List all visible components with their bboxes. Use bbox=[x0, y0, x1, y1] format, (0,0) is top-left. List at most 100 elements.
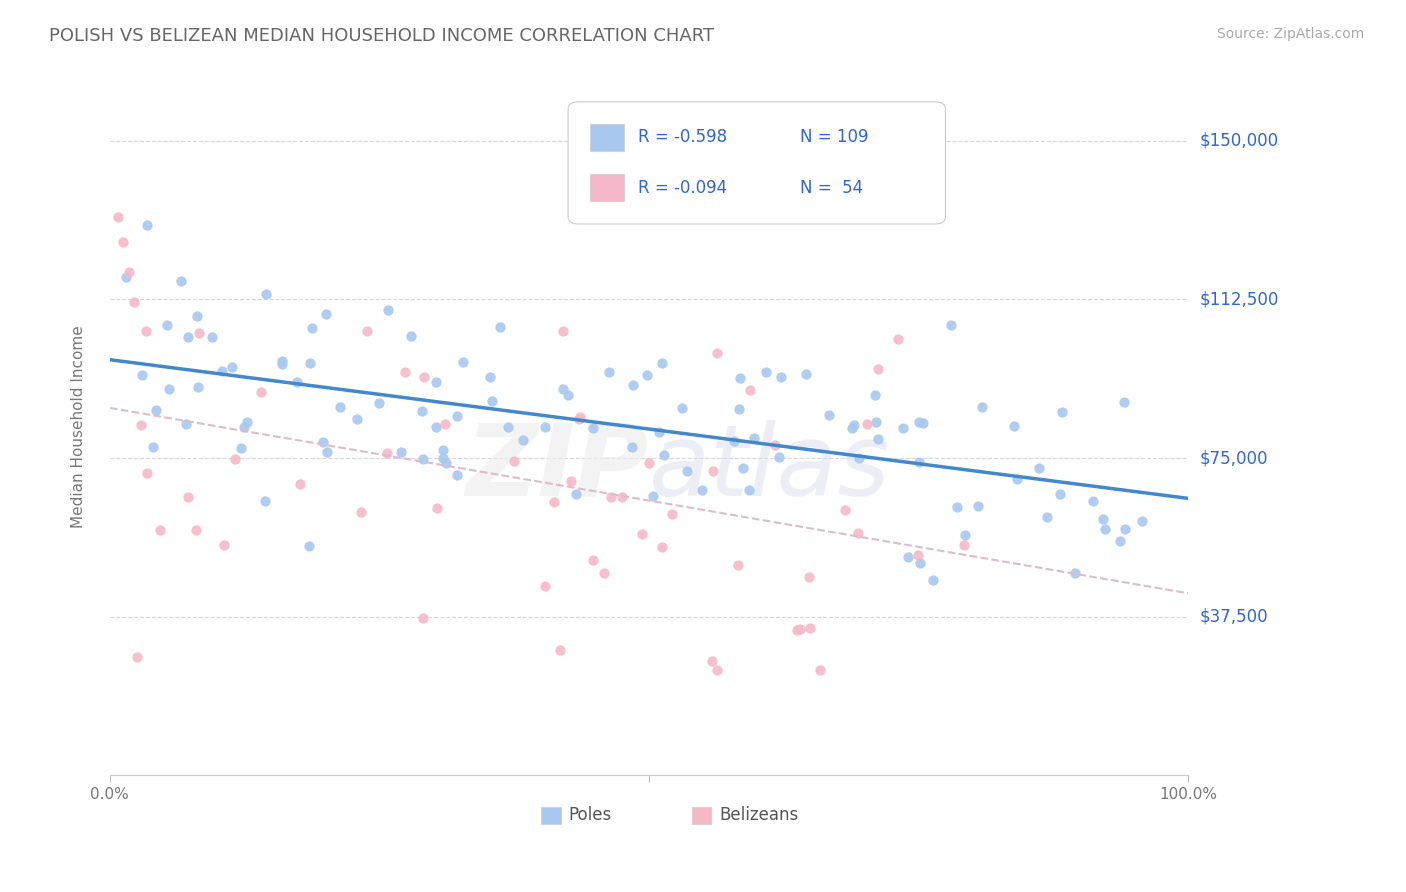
Text: $75,000: $75,000 bbox=[1199, 449, 1268, 467]
Point bbox=[706, 663, 728, 677]
Point bbox=[478, 370, 501, 384]
Point bbox=[600, 490, 623, 504]
Point bbox=[312, 435, 335, 450]
Text: Source: ZipAtlas.com: Source: ZipAtlas.com bbox=[1216, 27, 1364, 41]
Point bbox=[350, 505, 373, 519]
Point bbox=[367, 396, 389, 410]
Point bbox=[763, 438, 786, 452]
Text: $112,500: $112,500 bbox=[1199, 291, 1278, 309]
Point bbox=[1005, 473, 1028, 487]
Point bbox=[394, 365, 416, 379]
Point bbox=[620, 440, 643, 454]
Point bbox=[621, 378, 644, 392]
Point bbox=[1028, 460, 1050, 475]
Point bbox=[224, 451, 246, 466]
Point bbox=[1002, 418, 1025, 433]
Point bbox=[1130, 515, 1153, 529]
Point bbox=[136, 219, 159, 233]
Text: $150,000: $150,000 bbox=[1199, 132, 1278, 150]
Point bbox=[534, 420, 557, 434]
Point bbox=[434, 417, 457, 431]
Point bbox=[481, 393, 503, 408]
Point bbox=[731, 461, 754, 475]
Text: N = 109: N = 109 bbox=[800, 128, 869, 146]
Text: R = -0.598: R = -0.598 bbox=[638, 128, 727, 146]
Y-axis label: Median Household Income: Median Household Income bbox=[72, 325, 86, 528]
Point bbox=[503, 454, 526, 468]
Point bbox=[863, 387, 886, 401]
Point bbox=[285, 375, 308, 389]
Point bbox=[675, 464, 697, 478]
Point bbox=[897, 550, 920, 565]
Text: $37,500: $37,500 bbox=[1199, 607, 1268, 625]
Point bbox=[769, 370, 792, 384]
Point bbox=[592, 566, 614, 581]
Point bbox=[565, 487, 588, 501]
Point bbox=[891, 421, 914, 435]
Point bbox=[908, 455, 931, 469]
Point bbox=[413, 369, 436, 384]
Point bbox=[148, 524, 170, 538]
Point bbox=[434, 456, 457, 470]
Point bbox=[799, 621, 821, 635]
Point bbox=[211, 364, 233, 378]
Point bbox=[652, 448, 675, 462]
Point bbox=[598, 365, 620, 379]
Point bbox=[299, 356, 322, 370]
Point bbox=[610, 490, 633, 504]
Point bbox=[1114, 522, 1136, 536]
Point bbox=[638, 456, 661, 470]
Point bbox=[122, 294, 145, 309]
Point bbox=[569, 409, 592, 424]
Point bbox=[498, 420, 520, 434]
Point bbox=[641, 489, 664, 503]
Point bbox=[560, 475, 582, 489]
Point bbox=[135, 324, 157, 338]
Point bbox=[391, 445, 413, 459]
Point bbox=[425, 420, 447, 434]
FancyBboxPatch shape bbox=[692, 806, 711, 824]
Point bbox=[553, 382, 575, 396]
Text: ZIP: ZIP bbox=[465, 420, 650, 516]
Point bbox=[177, 330, 200, 344]
Point bbox=[111, 235, 134, 250]
Point bbox=[446, 409, 468, 424]
Point bbox=[868, 432, 890, 446]
Point bbox=[229, 441, 252, 455]
Point bbox=[887, 333, 910, 347]
Point bbox=[786, 623, 808, 637]
Point bbox=[648, 425, 671, 439]
Point bbox=[201, 330, 224, 344]
Point bbox=[908, 557, 931, 571]
Point bbox=[789, 622, 811, 636]
Point bbox=[548, 642, 571, 657]
Point bbox=[157, 383, 180, 397]
Point bbox=[253, 494, 276, 508]
Point bbox=[426, 500, 449, 515]
Point bbox=[298, 539, 321, 553]
Point bbox=[557, 388, 579, 402]
Point bbox=[1094, 522, 1116, 536]
Point bbox=[1081, 494, 1104, 508]
Point bbox=[489, 320, 512, 334]
Point bbox=[953, 528, 976, 542]
Point bbox=[271, 357, 294, 371]
Point bbox=[911, 416, 934, 430]
Point bbox=[1049, 487, 1071, 501]
Point bbox=[651, 540, 673, 554]
Point bbox=[446, 468, 468, 483]
Point bbox=[841, 421, 863, 435]
Point bbox=[425, 376, 447, 390]
Point bbox=[865, 415, 887, 429]
Point bbox=[755, 365, 778, 379]
Point bbox=[187, 380, 209, 394]
Point bbox=[768, 450, 790, 464]
Point bbox=[740, 383, 762, 397]
Point bbox=[543, 495, 565, 509]
Point bbox=[1109, 533, 1132, 548]
Point bbox=[256, 287, 278, 301]
Point bbox=[271, 354, 294, 368]
Point bbox=[797, 570, 820, 584]
FancyBboxPatch shape bbox=[589, 175, 624, 201]
Point bbox=[922, 573, 945, 587]
